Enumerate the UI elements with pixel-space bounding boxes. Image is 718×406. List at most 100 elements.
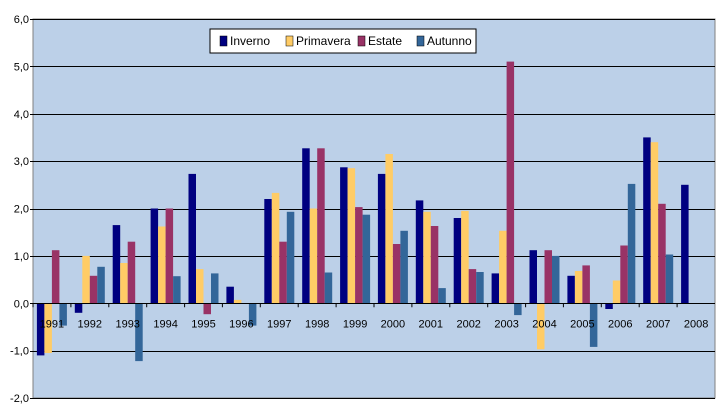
bar-primavera-2002	[461, 210, 469, 304]
bar-inverno-2000	[377, 173, 386, 304]
bar-primavera-1994	[158, 226, 166, 304]
bar-primavera-2001	[423, 211, 431, 304]
x-tick-label: 1993	[115, 318, 139, 330]
bar-autunno-1999	[362, 214, 371, 304]
bar-inverno-2002	[453, 218, 462, 304]
bar-autunno-2001	[438, 288, 446, 304]
bar-inverno-1992	[74, 303, 83, 313]
legend-box	[209, 28, 477, 54]
bar-estate-2001	[430, 226, 439, 304]
bar-autunno-1992	[97, 266, 105, 304]
x-tick-label: 2004	[532, 318, 556, 330]
x-tick-label: 2007	[646, 318, 670, 330]
bar-autunno-1998	[324, 272, 333, 304]
bar-autunno-2007	[665, 254, 674, 304]
legend-swatch-primavera	[285, 35, 294, 47]
bar-inverno-2006	[605, 303, 613, 309]
bar-primavera-1999	[347, 168, 356, 304]
bar-inverno-2007	[643, 137, 651, 304]
bar-estate-2002	[468, 269, 477, 304]
bar-autunno-2004	[552, 255, 560, 304]
x-tick-label: 2002	[456, 318, 480, 330]
gridlines	[33, 19, 715, 399]
legend-swatch-autunno	[416, 35, 425, 47]
bar-autunno-1994	[173, 276, 181, 304]
bar-primavera-1995	[196, 269, 204, 304]
legend-label-inverno: Inverno	[230, 34, 270, 48]
x-tick-label: 1994	[153, 318, 177, 330]
bar-inverno-1993	[112, 225, 121, 304]
legend-label-primavera: Primavera	[296, 34, 351, 48]
bar-inverno-2004	[529, 250, 537, 304]
x-axis-ticks: 1991 1992 1993 1994 1995 1996 1997 1998 1999 2000…	[32, 303, 708, 330]
bar-primavera-1991	[44, 303, 52, 353]
bar-primavera-2005	[574, 271, 583, 304]
y-tick-label: 0,0	[14, 298, 29, 310]
y-tick-label: -1,0	[10, 346, 29, 358]
x-tick-label: 1998	[305, 318, 329, 330]
bar-autunno-2003	[514, 303, 522, 316]
x-tick-label: 1992	[78, 318, 102, 330]
bar-estate-2006	[620, 245, 628, 304]
bar-estate-2004	[544, 250, 552, 304]
bar-inverno-1997	[264, 199, 272, 304]
bar-estate-1997	[279, 241, 287, 304]
bar-estate-2003	[506, 61, 515, 304]
y-axis-ticks: -2,0 -1,0 0,0 1,0 2,0 3,0 4,0 5,0 6,0	[10, 14, 33, 405]
bar-estate-2000	[392, 244, 401, 304]
x-tick-label: 2001	[419, 318, 443, 330]
bar-inverno-1996	[226, 286, 234, 304]
bar-inverno-2008	[681, 184, 689, 304]
bar-autunno-2005	[589, 303, 598, 347]
legend-swatch-estate	[357, 35, 366, 47]
bar-estate-1993	[127, 241, 136, 304]
bar-estate-2005	[582, 265, 590, 304]
bar-autunno-1995	[211, 273, 219, 304]
bar-primavera-1998	[309, 208, 318, 304]
y-tick-label: 6,0	[14, 14, 29, 26]
bar-autunno-1991	[59, 303, 67, 326]
bar-autunno-1993	[135, 303, 143, 362]
bar-primavera-1993	[120, 263, 128, 304]
bar-primavera-2000	[385, 154, 393, 304]
x-tick-label: 2003	[494, 318, 518, 330]
x-tick-label: 2000	[381, 318, 405, 330]
bar-primavera-1992	[82, 255, 90, 304]
bars	[36, 61, 689, 362]
bar-autunno-1997	[286, 211, 295, 304]
bar-primavera-2006	[612, 280, 621, 304]
bar-autunno-2006	[627, 183, 636, 304]
bar-autunno-1996	[248, 303, 257, 326]
bar-primavera-1997	[271, 192, 280, 304]
bar-estate-1995	[203, 303, 211, 315]
bar-estate-1991	[51, 250, 60, 304]
bar-inverno-1995	[188, 173, 196, 304]
bar-primavera-1996	[233, 299, 242, 304]
x-tick-label: 1997	[267, 318, 291, 330]
x-tick-label: 2005	[570, 318, 594, 330]
bar-primavera-2004	[537, 303, 545, 350]
legend-label-estate: Estate	[368, 34, 402, 48]
legend-label-autunno: Autunno	[427, 34, 472, 48]
legend: Inverno Primavera Estate Autunno	[209, 28, 477, 54]
bar-autunno-2000	[400, 230, 408, 304]
bar-estate-1998	[317, 148, 325, 304]
bar-inverno-1998	[302, 148, 310, 304]
x-tick-label: 1996	[229, 318, 253, 330]
bar-autunno-2002	[476, 272, 484, 304]
bar-inverno-2001	[415, 200, 424, 304]
y-tick-label: -2,0	[10, 393, 29, 405]
y-tick-label: 5,0	[14, 61, 29, 73]
bar-estate-2007	[658, 203, 666, 304]
x-tick-label: 1999	[343, 318, 367, 330]
y-tick-label: 3,0	[14, 156, 29, 168]
y-tick-label: 4,0	[14, 109, 29, 121]
bar-inverno-2003	[491, 273, 500, 304]
bar-estate-1992	[89, 275, 98, 304]
bar-inverno-1999	[340, 167, 348, 304]
bar-inverno-2005	[567, 275, 575, 304]
bar-primavera-2003	[499, 230, 507, 304]
x-tick-label: 1995	[191, 318, 215, 330]
y-tick-label: 1,0	[14, 251, 29, 263]
